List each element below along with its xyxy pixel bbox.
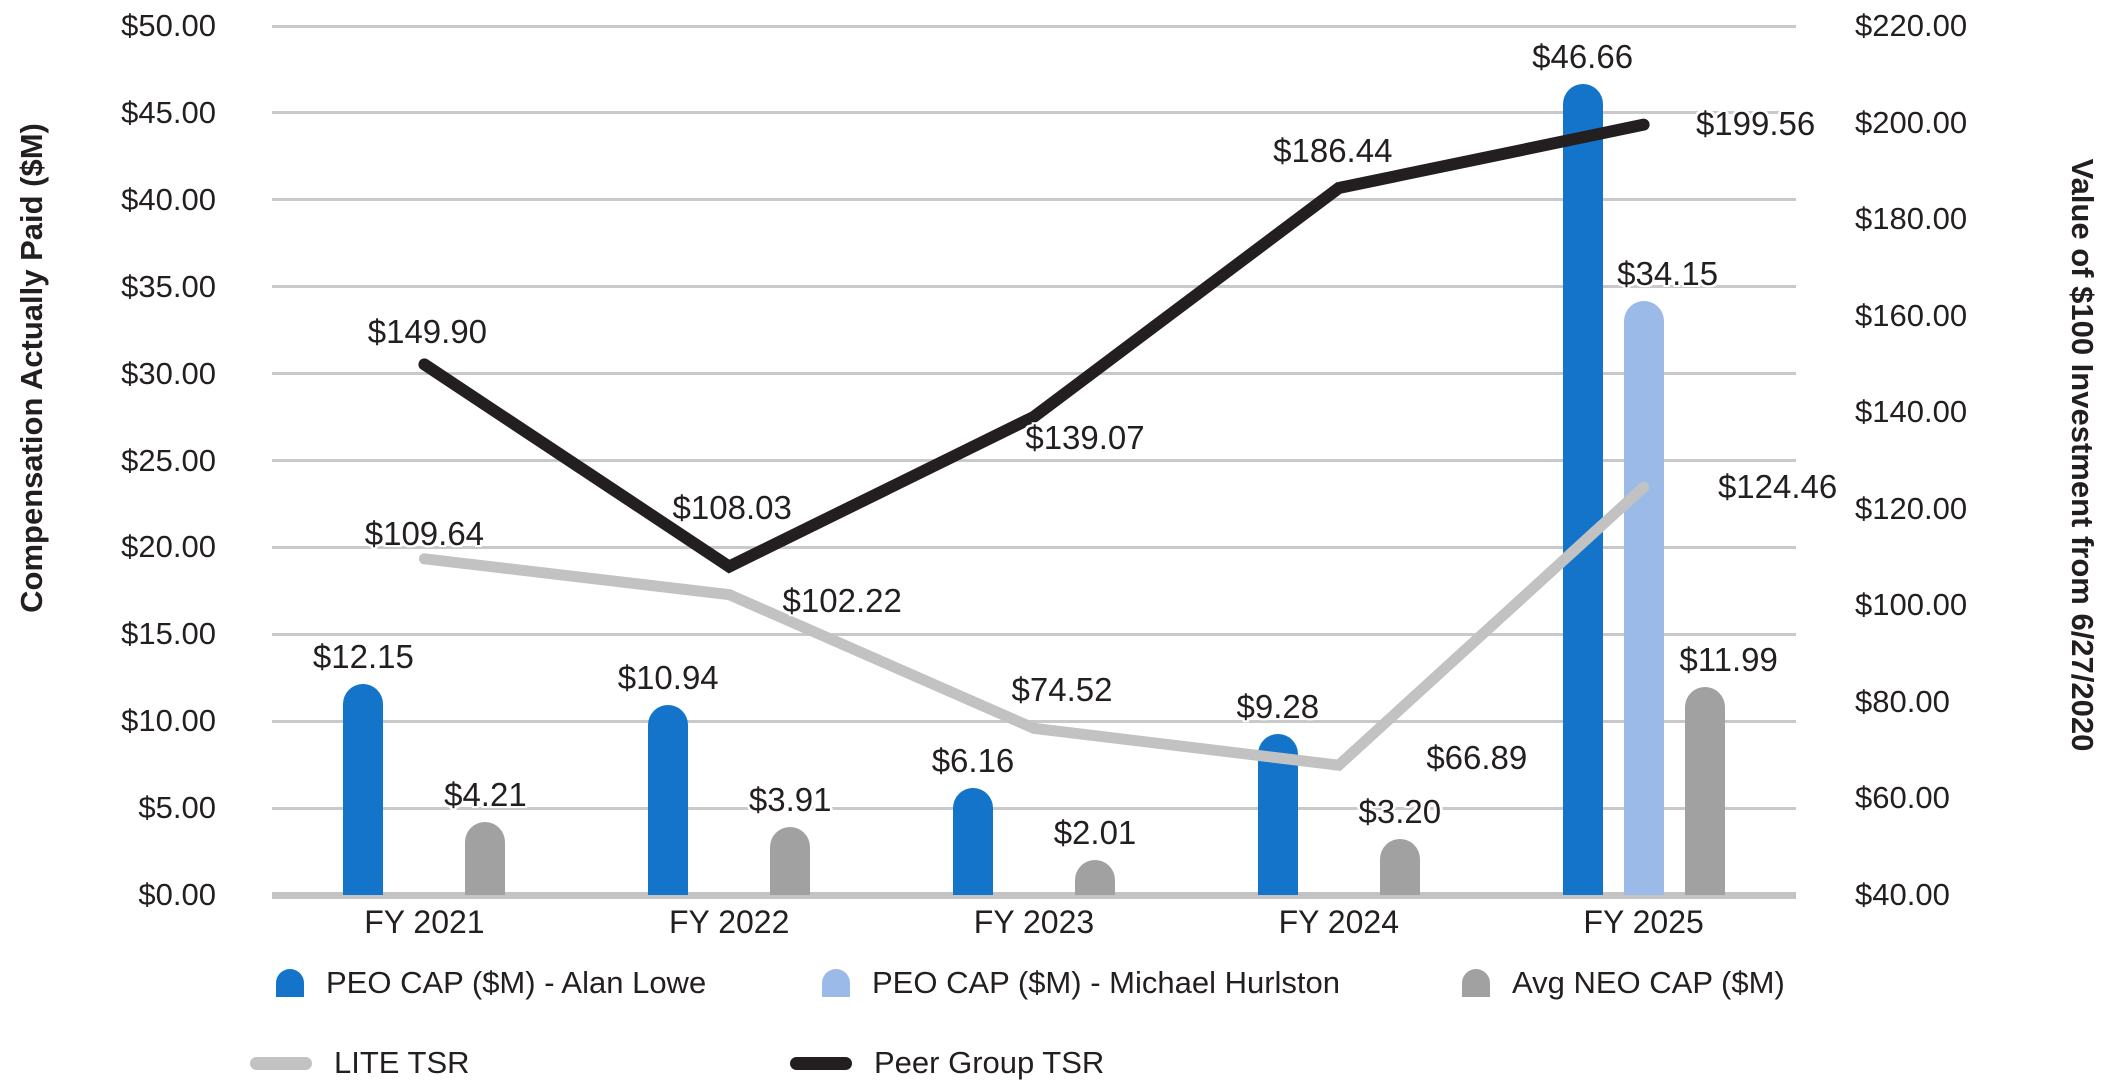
legend-bar-marker-alan-lowe-icon: [276, 969, 304, 997]
y-axis-tick-right: $120.00: [1855, 490, 1968, 526]
legend-item-peo-alan-lowe: PEO CAP ($M) - Alan Lowe: [276, 966, 706, 1000]
bar-avg-neo: [465, 821, 506, 895]
bar-value-label: $46.66: [1532, 38, 1634, 76]
bar-value-label: $2.01: [1053, 814, 1137, 852]
bar-value-label: $6.16: [931, 741, 1015, 779]
y-axis-tick-left: $25.00: [121, 442, 216, 478]
legend-bar-marker-avg-neo-icon: [1462, 969, 1490, 997]
peer-group-tsr-value-label: $186.44: [1273, 132, 1393, 170]
legend-bar-marker-michael-hurlston-icon: [822, 969, 850, 997]
bar-value-label: $4.21: [444, 775, 527, 813]
bar-alan-lowe: [343, 683, 384, 895]
x-axis-label: FY 2022: [668, 904, 790, 940]
legend-label-peer-group-tsr: Peer Group TSR: [874, 1045, 1105, 1080]
bar-avg-neo: [1684, 686, 1725, 895]
y-axis-tick-left: $40.00: [121, 181, 216, 217]
lite-tsr-line: [418, 481, 1650, 771]
right-axis-title: Value of $100 Investment from 6/27/2020: [2065, 158, 2100, 752]
x-axis-baseline: [272, 891, 1796, 899]
y-axis-tick-left: $50.00: [121, 8, 216, 43]
lite-tsr-value-label: $124.46: [1717, 468, 1838, 506]
gridline: [272, 806, 1796, 810]
y-axis-tick-left: $5.00: [138, 790, 216, 826]
legend-label-peo-michael-hurlston: PEO CAP ($M) - Michael Hurlston: [872, 965, 1340, 1000]
y-axis-tick-right: $160.00: [1855, 297, 1968, 333]
bar-avg-neo: [770, 827, 811, 895]
y-axis-tick-left: $10.00: [121, 703, 216, 739]
bar-value-label: $3.91: [748, 781, 832, 819]
lite-tsr-value-label: $109.64: [364, 514, 485, 552]
bar-value-label: $12.15: [312, 637, 414, 675]
legend-item-lite-tsr: LITE TSR: [250, 1046, 470, 1080]
y-axis-tick-right: $140.00: [1855, 394, 1968, 430]
bar-michael-hurlston: [1623, 301, 1664, 895]
peer-group-tsr-value-label: $199.56: [1695, 104, 1816, 142]
x-axis-label: FY 2021: [364, 904, 485, 940]
y-axis-tick-left: $35.00: [121, 268, 216, 304]
bar-value-label: $11.99: [1679, 640, 1778, 678]
y-axis-tick-right: $200.00: [1855, 104, 1968, 140]
y-axis-tick-right: $40.00: [1855, 877, 1950, 912]
peer-group-tsr-value-label: $149.90: [367, 313, 488, 351]
legend-label-lite-tsr: LITE TSR: [334, 1045, 470, 1080]
y-axis-tick-left: $0.00: [138, 877, 216, 912]
legend-label-avg-neo: Avg NEO CAP ($M): [1512, 965, 1785, 1000]
bar-avg-neo: [1379, 839, 1420, 895]
gridline: [272, 111, 1796, 115]
left-axis-title: Compensation Actually Paid ($M): [14, 123, 49, 613]
legend-line-marker-peer-group-tsr-icon: [790, 1056, 852, 1070]
bar-value-label: $10.94: [617, 658, 719, 696]
lite-tsr-value-label: $74.52: [1011, 671, 1113, 709]
bar-alan-lowe: [953, 787, 993, 895]
y-axis-tick-right: $100.00: [1855, 587, 1968, 623]
y-axis-tick-right: $60.00: [1855, 780, 1950, 816]
bar-value-label: $3.20: [1358, 793, 1442, 831]
gridline: [272, 24, 1796, 28]
lite-tsr-value-label: $66.89: [1426, 739, 1528, 777]
y-axis-tick-left: $30.00: [121, 355, 216, 391]
legend-label-peo-alan-lowe: PEO CAP ($M) - Alan Lowe: [326, 965, 707, 1000]
legend-item-peo-michael-hurlston: PEO CAP ($M) - Michael Hurlston: [822, 966, 1340, 1000]
y-axis-tick-left: $15.00: [121, 616, 216, 652]
peer-group-tsr-value-label: $139.07: [1025, 418, 1145, 456]
bar-value-label: $34.15: [1617, 255, 1719, 293]
y-axis-tick-right: $80.00: [1855, 683, 1950, 719]
bar-value-label: $9.28: [1236, 687, 1320, 725]
y-axis-tick-left: $45.00: [121, 94, 216, 130]
peer-group-tsr-value-label: $108.03: [672, 488, 792, 526]
legend-item-avg-neo: Avg NEO CAP ($M): [1462, 966, 1785, 1000]
y-axis-tick-right: $220.00: [1855, 8, 1968, 43]
x-axis-label: FY 2023: [973, 904, 1095, 940]
legend-line-marker-lite-tsr-icon: [250, 1056, 312, 1070]
lite-tsr-value-label: $102.22: [782, 581, 902, 619]
legend-item-peer-group-tsr: Peer Group TSR: [790, 1046, 1104, 1080]
bar-avg-neo: [1075, 860, 1115, 895]
x-axis-label: FY 2024: [1278, 904, 1399, 940]
x-axis-label: FY 2025: [1583, 904, 1704, 940]
y-axis-tick-left: $20.00: [121, 529, 216, 565]
y-axis-tick-right: $180.00: [1855, 201, 1968, 237]
